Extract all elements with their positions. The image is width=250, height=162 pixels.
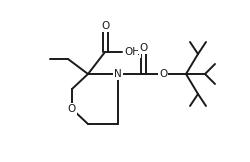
Text: N: N	[114, 69, 122, 79]
Text: OH: OH	[124, 47, 140, 57]
Text: O: O	[68, 104, 76, 114]
Text: O: O	[159, 69, 167, 79]
Text: O: O	[101, 21, 109, 31]
Text: O: O	[139, 43, 147, 53]
